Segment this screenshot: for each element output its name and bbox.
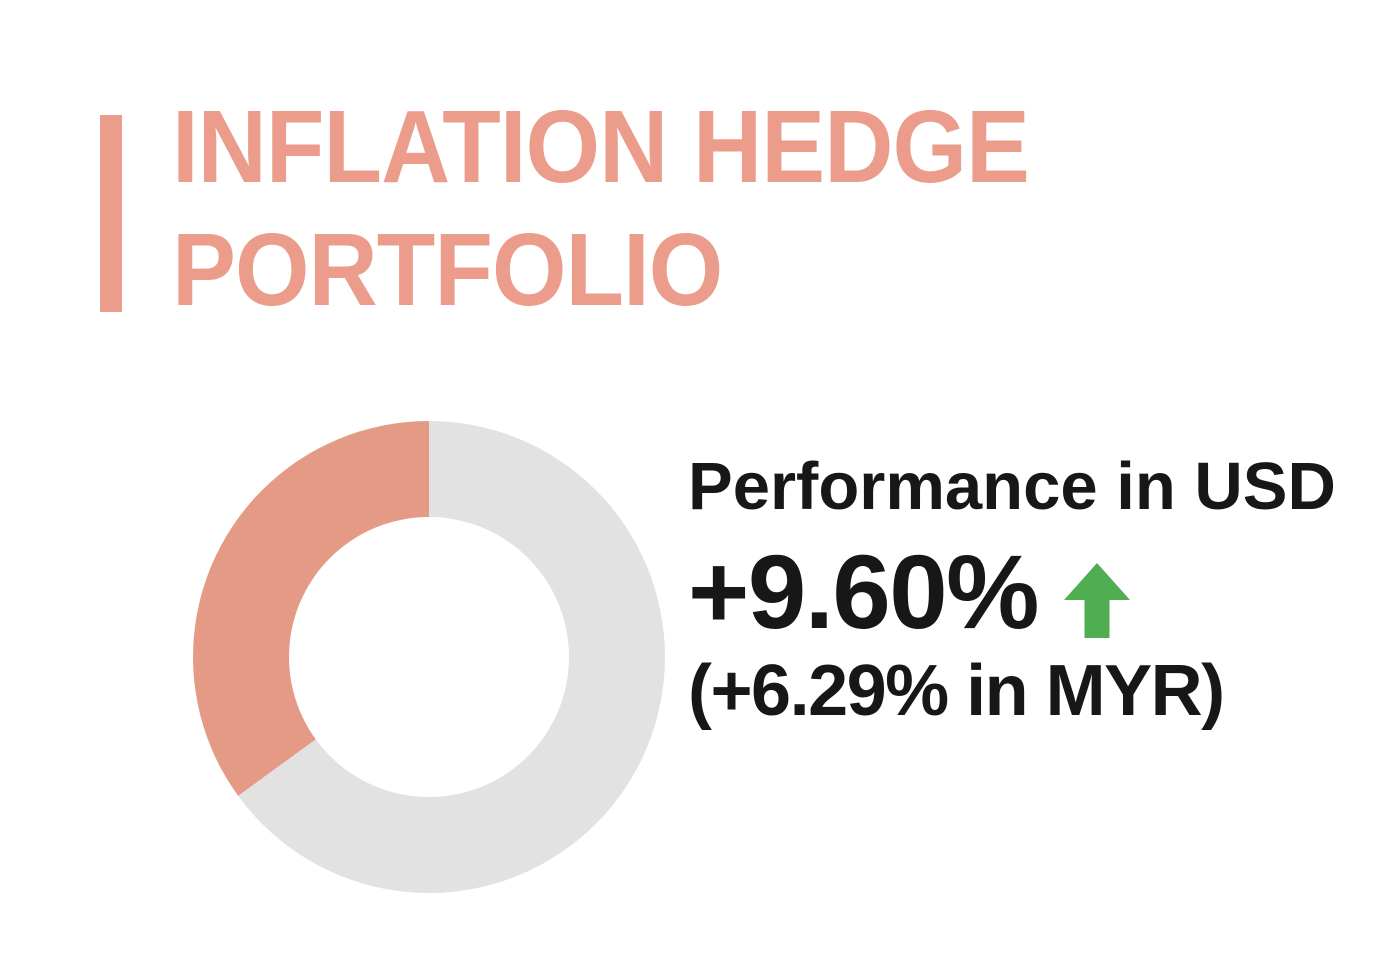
- up-arrow-shape: [1064, 563, 1130, 638]
- performance-value-usd: +9.60%: [688, 534, 1040, 651]
- page-title-line1: INFLATION HEDGE: [172, 89, 1030, 204]
- page-title: INFLATION HEDGE PORTFOLIO: [172, 85, 1030, 331]
- up-arrow-icon: [1064, 563, 1130, 638]
- donut-hole: [289, 517, 569, 797]
- performance-value-myr: (+6.29% in MYR): [688, 651, 1225, 731]
- performance-label: Performance in USD: [688, 449, 1336, 524]
- title-accent-bar: [100, 115, 122, 312]
- allocation-donut-chart: [193, 421, 665, 893]
- page-title-line2: PORTFOLIO: [172, 212, 723, 327]
